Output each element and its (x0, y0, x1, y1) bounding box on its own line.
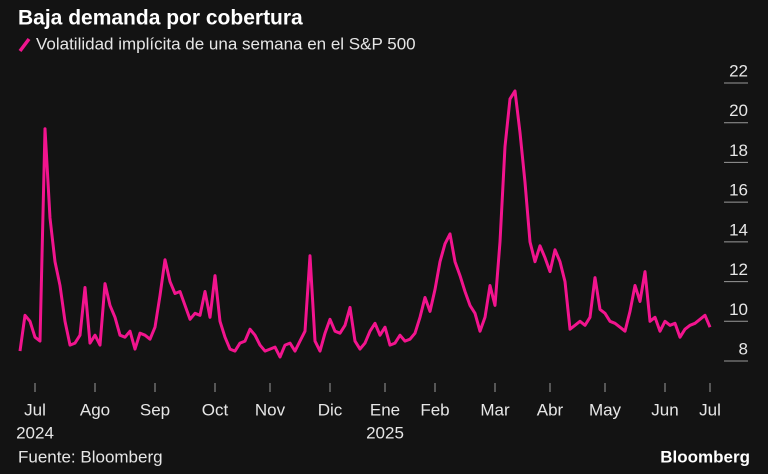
y-tick-label: 16 (729, 181, 748, 200)
x-year-label: 2025 (366, 423, 404, 442)
x-year-label: 2024 (16, 423, 54, 442)
x-tick-label: Jul (24, 400, 46, 419)
source: Fuente: Bloomberg (18, 447, 163, 466)
x-tick-label: Oct (202, 400, 229, 419)
x-tick-label: Ene (370, 400, 400, 419)
x-tick-label: Mar (480, 400, 510, 419)
x-tick-label: Jul (699, 400, 721, 419)
y-tick-label: 18 (729, 141, 748, 160)
x-tick-label: Jun (651, 400, 678, 419)
brand: Bloomberg (660, 447, 750, 466)
legend-label: Volatilidad implícita de una semana en e… (36, 34, 416, 53)
x-tick-label: Abr (537, 400, 564, 419)
y-tick-label: 8 (739, 339, 748, 358)
y-tick-label: 22 (729, 61, 748, 80)
x-tick-label: Ago (80, 400, 110, 419)
x-tick-label: Nov (255, 400, 286, 419)
y-tick-label: 14 (729, 220, 748, 239)
legend-swatch (18, 37, 31, 53)
y-tick-label: 10 (729, 300, 748, 319)
x-tick-label: Feb (420, 400, 449, 419)
x-tick-label: Sep (140, 400, 170, 419)
series-line (18, 89, 712, 359)
chart-title: Baja demanda por cobertura (18, 7, 303, 30)
x-tick-label: Dic (318, 400, 343, 419)
x-tick-label: May (589, 400, 622, 419)
y-tick-label: 20 (729, 101, 748, 120)
y-tick-label: 12 (729, 260, 748, 279)
